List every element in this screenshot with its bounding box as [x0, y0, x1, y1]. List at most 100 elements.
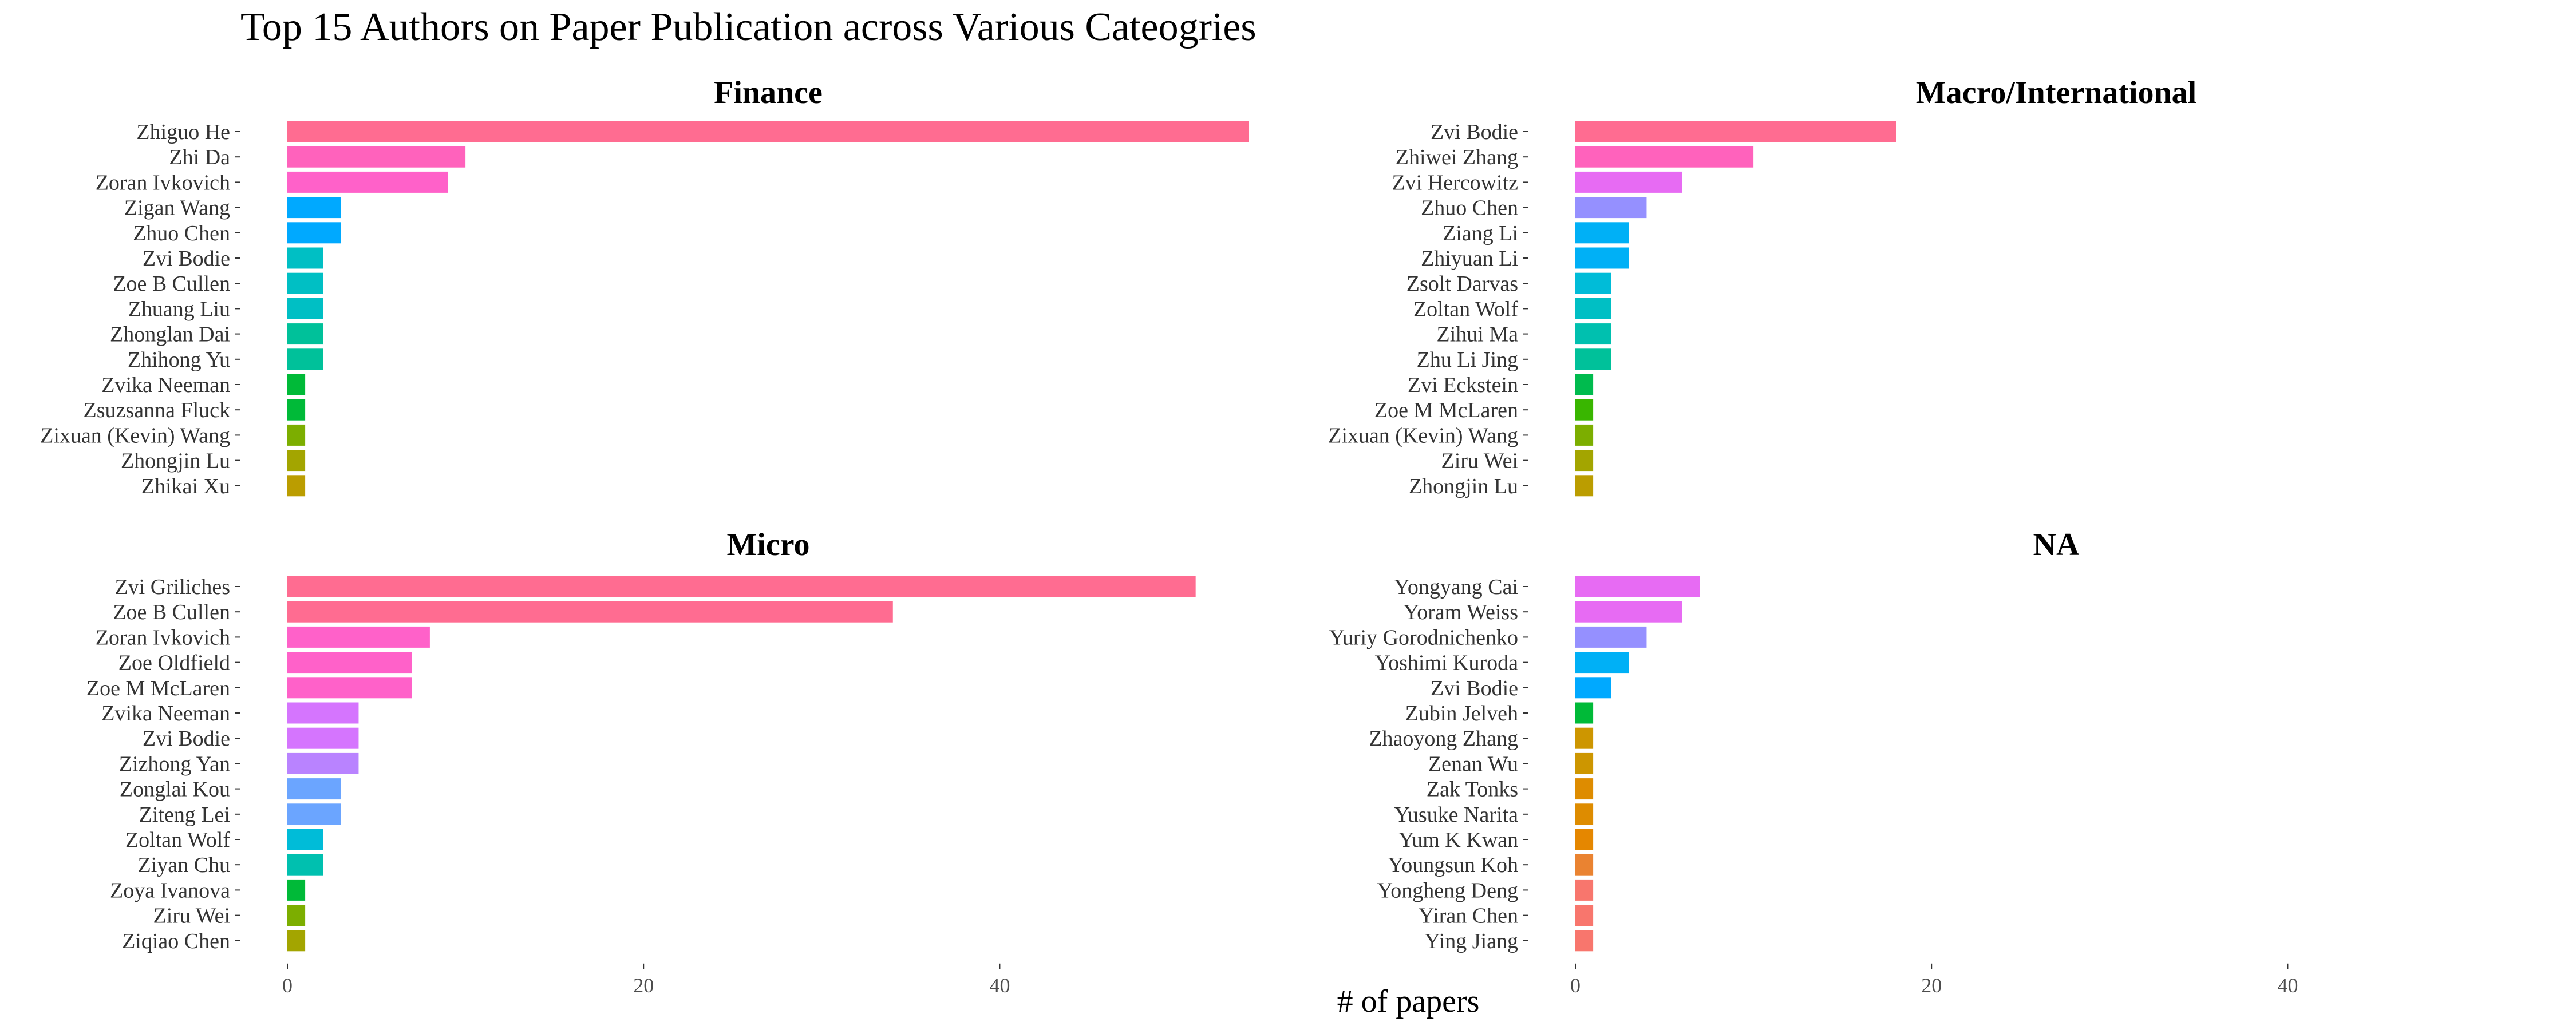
bar — [1575, 272, 1611, 294]
bar — [1575, 348, 1611, 370]
bar — [287, 727, 359, 749]
category-label: Zvi Griliches — [114, 575, 230, 599]
category-label: Zsolt Darvas — [1406, 272, 1518, 296]
category-label: Zvika Neeman — [101, 702, 230, 726]
x-tick-label: 0 — [282, 974, 293, 997]
bar — [287, 121, 1249, 142]
category-label: Zoe M McLaren — [86, 676, 230, 700]
category-label: Yiran Chen — [1419, 904, 1518, 928]
facet-title: Macro/International — [1916, 75, 2196, 110]
category-label: Zhuo Chen — [1421, 196, 1518, 220]
x-tick-label: 20 — [633, 974, 654, 997]
bar — [287, 576, 1196, 597]
bar — [287, 752, 359, 774]
bar — [287, 879, 306, 901]
bar — [287, 652, 412, 674]
bar — [1575, 702, 1594, 724]
category-label: Zhikai Xu — [141, 474, 230, 498]
bar — [287, 298, 323, 319]
category-label: Zoltan Wolf — [1413, 297, 1518, 321]
bar — [287, 829, 323, 850]
bar — [287, 854, 323, 876]
category-label: Zvi Bodie — [143, 247, 230, 271]
bar — [1575, 171, 1682, 193]
bar — [287, 803, 341, 825]
category-label: Zhongjin Lu — [1409, 474, 1518, 498]
bar — [1575, 727, 1594, 749]
category-label: Zubin Jelveh — [1405, 702, 1518, 726]
bar — [287, 197, 341, 219]
category-label: Zoltan Wolf — [125, 828, 230, 852]
category-label: Ziqiao Chen — [122, 929, 230, 953]
category-label: Youngsun Koh — [1388, 853, 1518, 877]
bar — [287, 702, 359, 724]
category-label: Zenan Wu — [1428, 752, 1518, 776]
category-label: Zhiyuan Li — [1421, 247, 1518, 271]
bar — [287, 247, 323, 269]
category-label: Zoran Ivkovich — [96, 171, 230, 195]
bar — [1575, 829, 1594, 850]
bar — [287, 778, 341, 800]
category-label: Ziru Wei — [1441, 449, 1518, 473]
category-label: Zhaoyong Zhang — [1369, 727, 1518, 751]
bar — [1575, 879, 1594, 901]
category-label: Yoshimi Kuroda — [1374, 651, 1518, 675]
category-label: Yoram Weiss — [1404, 600, 1518, 624]
bar — [1575, 601, 1682, 623]
category-label: Zsuzsanna Fluck — [84, 398, 230, 422]
bar — [287, 399, 306, 421]
bar — [1575, 752, 1594, 774]
category-label: Zihui Ma — [1437, 323, 1519, 347]
bar — [287, 626, 430, 648]
bar — [287, 475, 306, 497]
bar — [1575, 652, 1629, 674]
category-label: Zoya Ivanova — [110, 878, 230, 902]
category-label: Yusuke Narita — [1394, 803, 1518, 827]
category-label: Yongyang Cai — [1394, 575, 1518, 599]
category-label: Zhiguo He — [136, 120, 230, 144]
category-label: Zhihong Yu — [128, 348, 230, 372]
bar — [1575, 803, 1594, 825]
category-label: Zak Tonks — [1427, 778, 1518, 802]
bar — [1575, 778, 1594, 800]
chart-title: Top 15 Authors on Paper Publication acro… — [240, 5, 1257, 49]
category-label: Ying Jiang — [1424, 929, 1518, 953]
category-label: Zvi Bodie — [1431, 120, 1518, 144]
bar — [1575, 298, 1611, 319]
category-label: Zhonglan Dai — [110, 323, 230, 347]
bar — [1575, 475, 1594, 497]
bar — [287, 905, 306, 926]
category-label: Zizhong Yan — [119, 752, 230, 776]
category-label: Ziteng Lei — [139, 803, 230, 827]
bar — [287, 348, 323, 370]
bar — [1575, 424, 1594, 446]
category-label: Zoe M McLaren — [1374, 398, 1518, 422]
category-label: Ziru Wei — [153, 904, 230, 928]
bar — [1575, 399, 1594, 421]
category-label: Zoran Ivkovich — [96, 625, 230, 649]
category-label: Ziang Li — [1443, 221, 1518, 245]
category-label: Zhuang Liu — [128, 297, 230, 321]
category-label: Zixuan (Kevin) Wang — [1328, 423, 1518, 447]
bar — [1575, 450, 1594, 472]
bar — [1575, 854, 1594, 876]
category-label: Zvika Neeman — [101, 373, 230, 397]
facet-title: NA — [2033, 527, 2080, 562]
bar — [1575, 146, 1754, 168]
category-label: Yuriy Gorodnichenko — [1329, 625, 1518, 649]
category-label: Yum K Kwan — [1398, 828, 1518, 852]
bar — [287, 146, 466, 168]
x-tick-label: 20 — [1921, 974, 1942, 997]
x-tick-label: 0 — [1570, 974, 1581, 997]
category-label: Zigan Wang — [124, 196, 230, 220]
bar — [1575, 576, 1700, 597]
x-axis-title: # of papers — [1337, 984, 1480, 1019]
bar — [287, 374, 306, 395]
facet-title: Finance — [714, 75, 823, 110]
category-label: Ziyan Chu — [138, 853, 230, 877]
